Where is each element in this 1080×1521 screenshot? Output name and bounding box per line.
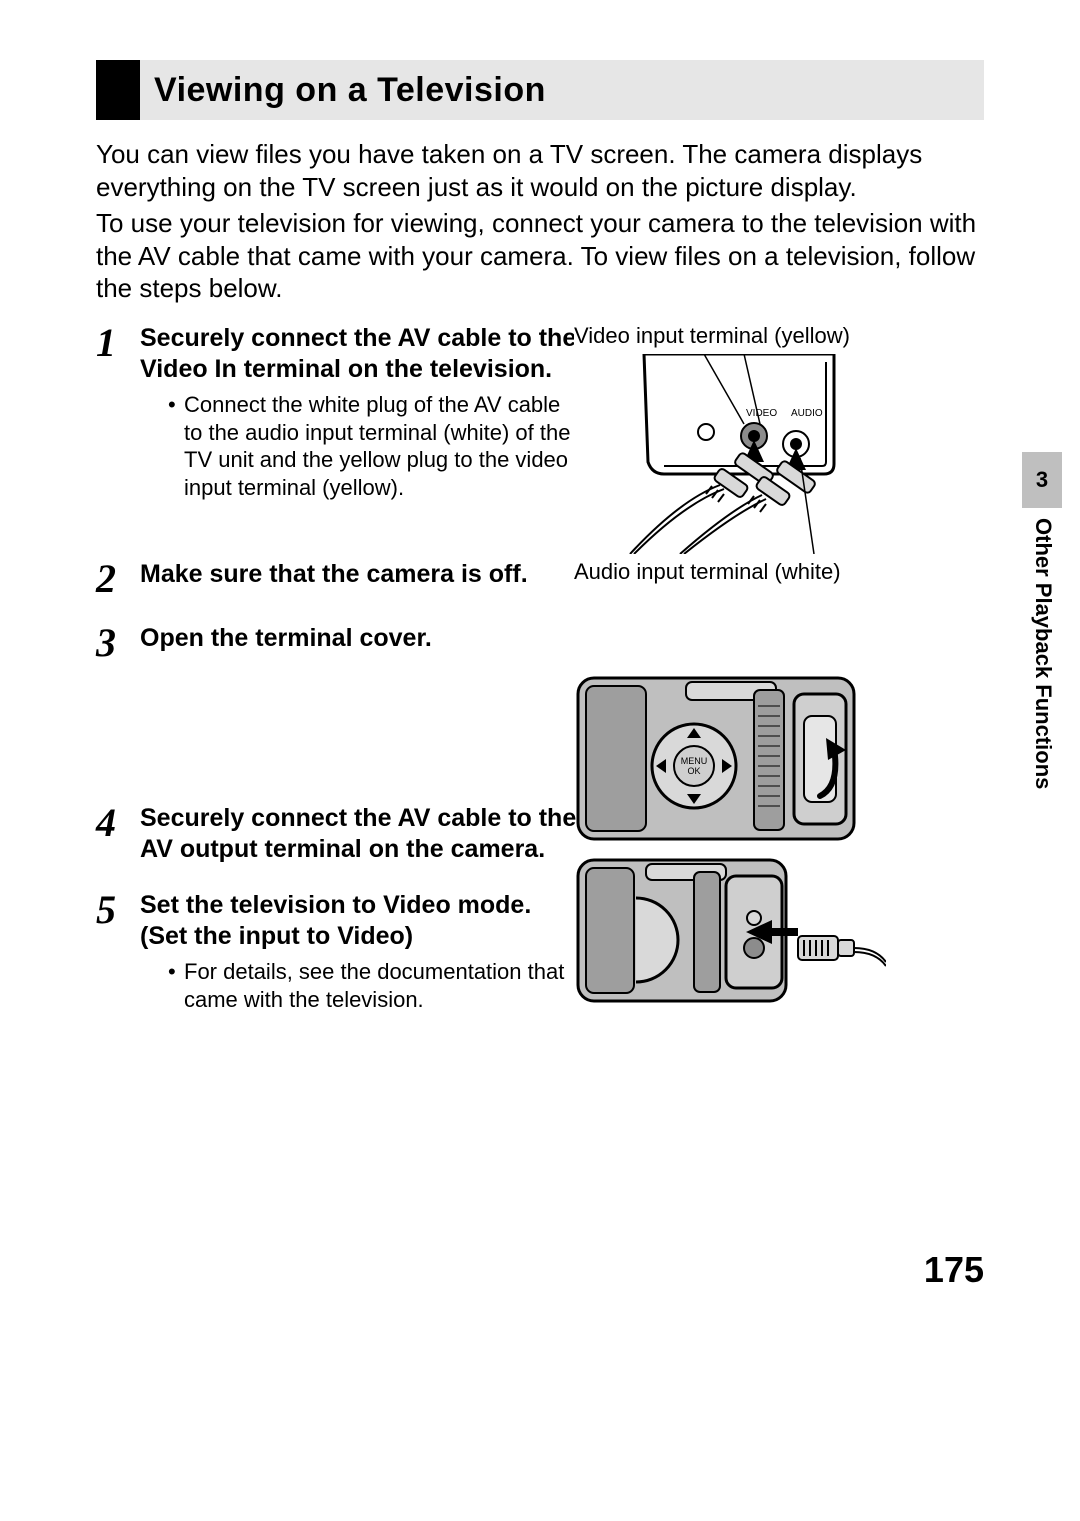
tv-terminals-illustration: VIDEO AUDIO [574, 354, 874, 554]
step-heading: Securely connect the AV cable to the AV … [140, 803, 580, 866]
svg-text:OK: OK [687, 766, 700, 776]
section-title-bar: Viewing on a Television [96, 60, 984, 120]
step-heading: Open the terminal cover. [140, 623, 580, 654]
step-number: 1 [96, 323, 140, 363]
section-title: Viewing on a Television [140, 71, 546, 110]
step-body: Securely connect the AV cable to the AV … [140, 803, 580, 866]
step-bullet-text: Connect the white plug of the AV cable t… [184, 391, 580, 501]
step-body: Set the television to Video mode. (Set t… [140, 890, 580, 1014]
title-accent-block [96, 60, 140, 120]
step-sub: • For details, see the documentation tha… [140, 958, 580, 1013]
step-heading: Set the television to Video mode. (Set t… [140, 890, 580, 953]
intro-text: You can view files you have taken on a T… [96, 138, 984, 305]
side-tab-number: 3 [1022, 452, 1062, 508]
svg-text:MENU: MENU [681, 756, 708, 766]
intro-paragraph: To use your television for viewing, conn… [96, 207, 984, 305]
side-tab: 3 Other Playback Functions [1022, 452, 1062, 789]
label-audio: AUDIO [791, 408, 823, 419]
step-bullet: • Connect the white plug of the AV cable… [168, 391, 580, 501]
step-body: Securely connect the AV cable to the Vid… [140, 323, 580, 502]
intro-paragraph: You can view files you have taken on a T… [96, 138, 984, 203]
step: 3 Open the terminal cover. [96, 623, 984, 663]
label-video: VIDEO [746, 408, 777, 419]
figure-caption-top: Video input terminal (yellow) [574, 324, 874, 348]
step-number: 5 [96, 890, 140, 930]
side-tab-label: Other Playback Functions [1022, 508, 1056, 789]
figure-tv-terminals: Video input terminal (yellow) VIDEO AUDI… [574, 324, 874, 584]
step-body: Open the terminal cover. [140, 623, 580, 654]
bullet-dot: • [168, 391, 184, 501]
step-number: 2 [96, 559, 140, 599]
step-sub: • Connect the white plug of the AV cable… [140, 391, 580, 501]
camera-av-cable-illustration [576, 858, 886, 1003]
step-number: 4 [96, 803, 140, 843]
camera-open-cover-illustration: MENU OK [576, 676, 856, 841]
page-number: 175 [924, 1249, 984, 1291]
step-heading: Securely connect the AV cable to the Vid… [140, 323, 580, 386]
step-bullet: • For details, see the documentation tha… [168, 958, 580, 1013]
figure-camera-av-cable [576, 858, 886, 1003]
manual-page: Viewing on a Television You can view fil… [0, 0, 1080, 1521]
step-number: 3 [96, 623, 140, 663]
bullet-dot: • [168, 958, 184, 1013]
step-bullet-text: For details, see the documentation that … [184, 958, 580, 1013]
figure-camera-open-cover: MENU OK [576, 676, 856, 841]
figure-caption-bottom: Audio input terminal (white) [574, 560, 874, 584]
